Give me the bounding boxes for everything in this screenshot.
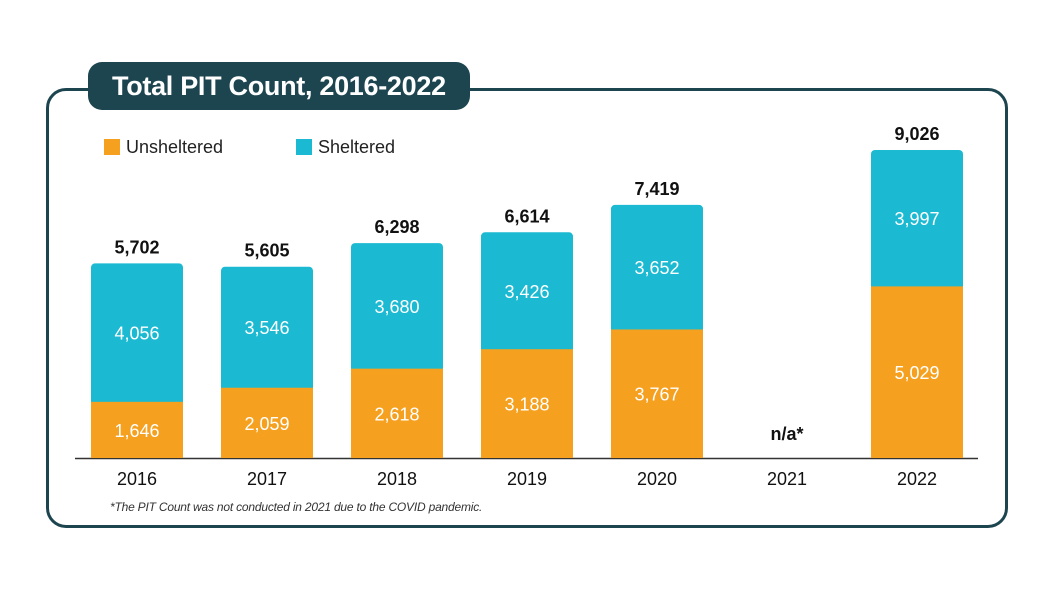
data-label-unsheltered-2019: 3,188 (504, 395, 549, 415)
bar-sheltered-2018 (351, 243, 443, 375)
bar-unsheltered-2020 (611, 329, 703, 458)
x-tick-label-2019: 2019 (507, 469, 547, 489)
total-label-2018: 6,298 (374, 217, 419, 237)
data-label-unsheltered-2017: 2,059 (244, 414, 289, 434)
chart-footnote: *The PIT Count was not conducted in 2021… (110, 500, 483, 514)
data-label-unsheltered-2020: 3,767 (634, 385, 679, 405)
x-tick-label-2017: 2017 (247, 469, 287, 489)
data-label-sheltered-2016: 4,056 (114, 324, 159, 344)
total-label-2017: 5,605 (244, 241, 289, 261)
data-label-unsheltered-2022: 5,029 (894, 363, 939, 383)
x-tick-label-2022: 2022 (897, 469, 937, 489)
x-tick-label-2016: 2016 (117, 469, 157, 489)
bar-unsheltered-2019 (481, 349, 573, 458)
legend-label-sheltered: Sheltered (318, 137, 395, 157)
bar-sheltered-2020 (611, 204, 703, 336)
data-label-unsheltered-2016: 1,646 (114, 421, 159, 441)
total-label-2016: 5,702 (114, 237, 159, 257)
data-label-sheltered-2022: 3,997 (894, 209, 939, 229)
bar-unsheltered-2018 (351, 368, 443, 458)
x-tick-label-2021: 2021 (767, 469, 807, 489)
legend-label-unsheltered: Unsheltered (126, 137, 223, 157)
data-label-sheltered-2020: 3,652 (634, 258, 679, 278)
legend-swatch-unsheltered (104, 139, 120, 155)
bar-unsheltered-2016 (91, 401, 183, 458)
total-label-2020: 7,419 (634, 179, 679, 199)
bar-unsheltered-2017 (221, 387, 313, 458)
x-tick-label-2020: 2020 (637, 469, 677, 489)
bar-sheltered-2022 (871, 150, 963, 293)
chart-title: Total PIT Count, 2016-2022 (88, 62, 470, 110)
bar-sheltered-2016 (91, 263, 183, 408)
bar-sheltered-2017 (221, 266, 313, 394)
data-label-sheltered-2019: 3,426 (504, 282, 549, 302)
bar-sheltered-2019 (481, 232, 573, 356)
data-label-sheltered-2017: 3,546 (244, 318, 289, 338)
total-label-2021: n/a* (770, 424, 803, 444)
total-label-2022: 9,026 (894, 124, 939, 144)
total-label-2019: 6,614 (504, 206, 549, 226)
chart-frame (46, 88, 1008, 528)
data-label-sheltered-2018: 3,680 (374, 297, 419, 317)
x-tick-label-2018: 2018 (377, 469, 417, 489)
bar-unsheltered-2022 (871, 286, 963, 458)
data-label-unsheltered-2018: 2,618 (374, 404, 419, 424)
legend-swatch-sheltered (296, 139, 312, 155)
